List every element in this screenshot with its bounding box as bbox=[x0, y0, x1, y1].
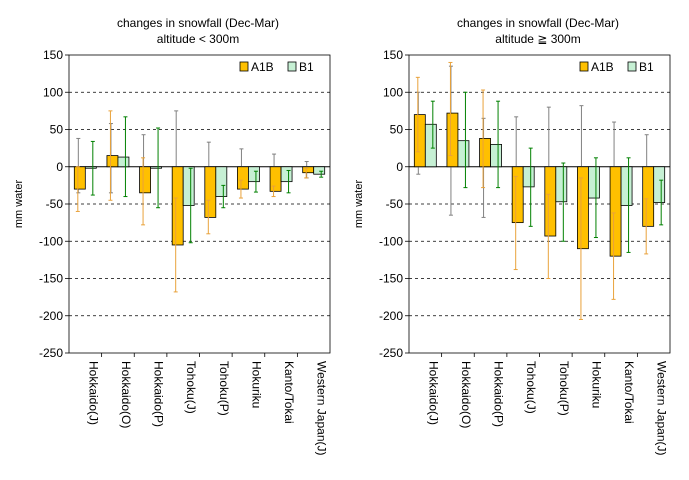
bar-a1b-tohoku-p- bbox=[204, 166, 217, 218]
bar-a1b-hokkaido-j- bbox=[73, 166, 86, 190]
bar-a1b-kanto-tokai bbox=[269, 166, 282, 192]
legend-swatch-a1b bbox=[579, 61, 589, 72]
bar-a1b-western-japan-j- bbox=[302, 166, 315, 174]
bar-b1-kanto-tokai bbox=[280, 166, 293, 183]
bar-a1b-tohoku-p- bbox=[544, 166, 557, 237]
x-category-label: Western Japan(J) bbox=[315, 361, 329, 455]
legend-swatch-b1 bbox=[287, 61, 297, 72]
x-category-label: Hokkaido(P) bbox=[152, 361, 166, 427]
y-tick-label: -50 bbox=[386, 197, 404, 211]
bar-a1b-hokkaido-o- bbox=[106, 155, 119, 168]
x-category-label: Hokuriku bbox=[249, 361, 263, 408]
bar-b1-tohoku-p- bbox=[555, 166, 568, 203]
y-tick-label: -100 bbox=[39, 234, 63, 248]
x-category-label: Kanto/Tokai bbox=[282, 361, 296, 424]
y-axis-label: mm water bbox=[353, 180, 365, 229]
y-tick-label: -250 bbox=[39, 346, 63, 360]
x-category-label: Hokkaido(O) bbox=[459, 361, 473, 428]
x-category-label: Tohoku(J) bbox=[524, 361, 538, 414]
bar-b1-western-japan-j- bbox=[313, 166, 326, 175]
bar-a1b-kanto-tokai bbox=[609, 166, 622, 257]
bar-b1-hokkaido-p- bbox=[490, 143, 502, 168]
y-axis-label: mm water bbox=[13, 180, 25, 229]
legend-label-b1: B1 bbox=[639, 60, 654, 74]
bar-a1b-hokkaido-o- bbox=[446, 112, 459, 168]
x-category-label: Hokuriku bbox=[589, 361, 603, 408]
chart-title-line: altitude < 300m bbox=[157, 32, 239, 46]
y-tick-label: 100 bbox=[43, 85, 63, 99]
y-tick-label: 50 bbox=[390, 123, 404, 137]
y-tick-label: -200 bbox=[39, 309, 63, 323]
x-category-label: Hokkaido(P) bbox=[492, 361, 506, 427]
legend-label-b1: B1 bbox=[299, 60, 314, 74]
y-tick-label: -200 bbox=[379, 309, 403, 323]
chart-title-line: changes in snowfall (Dec-Mar) bbox=[457, 16, 619, 30]
bar-a1b-hokuriku bbox=[577, 166, 589, 250]
legend-swatch-b1 bbox=[627, 61, 637, 72]
chart-title-line: changes in snowfall (Dec-Mar) bbox=[117, 16, 279, 30]
bar-b1-tohoku-p- bbox=[215, 166, 228, 197]
bar-b1-hokuriku bbox=[248, 166, 260, 183]
bar-b1-tohoku-j- bbox=[182, 166, 195, 206]
bar-b1-hokkaido-j- bbox=[84, 166, 97, 169]
legend-label-a1b: A1B bbox=[251, 60, 274, 74]
bar-b1-hokkaido-o- bbox=[117, 156, 130, 168]
x-category-label: Western Japan(J) bbox=[655, 361, 669, 455]
bar-b1-kanto-tokai bbox=[620, 166, 633, 206]
x-category-label: Hokkaido(O) bbox=[119, 361, 133, 428]
chart-high-altitude: 150 100 50 0 -50 -100 -150 -200 -250 mm water chan… bbox=[353, 16, 671, 455]
y-tick-label: 150 bbox=[383, 48, 403, 62]
x-category-label: Tohoku(J) bbox=[184, 361, 198, 414]
bar-a1b-tohoku-j- bbox=[171, 166, 184, 246]
y-tick-label: 100 bbox=[383, 85, 403, 99]
x-category-label: Hokkaido(J) bbox=[426, 361, 440, 425]
chart-title-line: altitude ≧ 300m bbox=[495, 32, 580, 46]
y-tick-label: -150 bbox=[379, 272, 403, 286]
x-category-label: Tohoku(P) bbox=[557, 361, 571, 416]
y-tick-label: -250 bbox=[379, 346, 403, 360]
y-tick-label: 150 bbox=[43, 48, 63, 62]
x-category-label: Kanto/Tokai bbox=[622, 361, 636, 424]
bar-a1b-hokkaido-j- bbox=[413, 114, 426, 168]
legend-swatch-a1b bbox=[239, 61, 249, 72]
x-category-label: Hokkaido(J) bbox=[86, 361, 100, 425]
bar-b1-hokkaido-o- bbox=[457, 140, 470, 168]
bar-a1b-hokkaido-p- bbox=[479, 138, 491, 168]
bar-b1-hokuriku bbox=[588, 166, 600, 199]
bar-a1b-western-japan-j- bbox=[642, 166, 655, 227]
legend-label-a1b: A1B bbox=[591, 60, 614, 74]
y-tick-label: -50 bbox=[46, 197, 64, 211]
y-tick-label: 0 bbox=[396, 160, 403, 174]
plot-area bbox=[68, 54, 331, 354]
y-tick-label: 50 bbox=[50, 123, 64, 137]
bar-a1b-tohoku-j- bbox=[511, 166, 524, 224]
bar-b1-hokkaido-j- bbox=[424, 123, 437, 168]
bar-a1b-hokkaido-p- bbox=[139, 166, 151, 194]
bar-b1-western-japan-j- bbox=[653, 166, 666, 203]
bar-b1-hokkaido-p- bbox=[150, 166, 162, 169]
chart-low-altitude: 150 100 50 0 -50 -100 -150 -200 -250 mm water chan… bbox=[13, 16, 331, 455]
y-tick-label: -150 bbox=[39, 272, 63, 286]
x-category-label: Tohoku(P) bbox=[217, 361, 231, 416]
bar-a1b-hokuriku bbox=[237, 166, 249, 190]
y-tick-label: -100 bbox=[379, 234, 403, 248]
bar-b1-tohoku-j- bbox=[522, 166, 535, 188]
y-tick-label: 0 bbox=[56, 160, 63, 174]
